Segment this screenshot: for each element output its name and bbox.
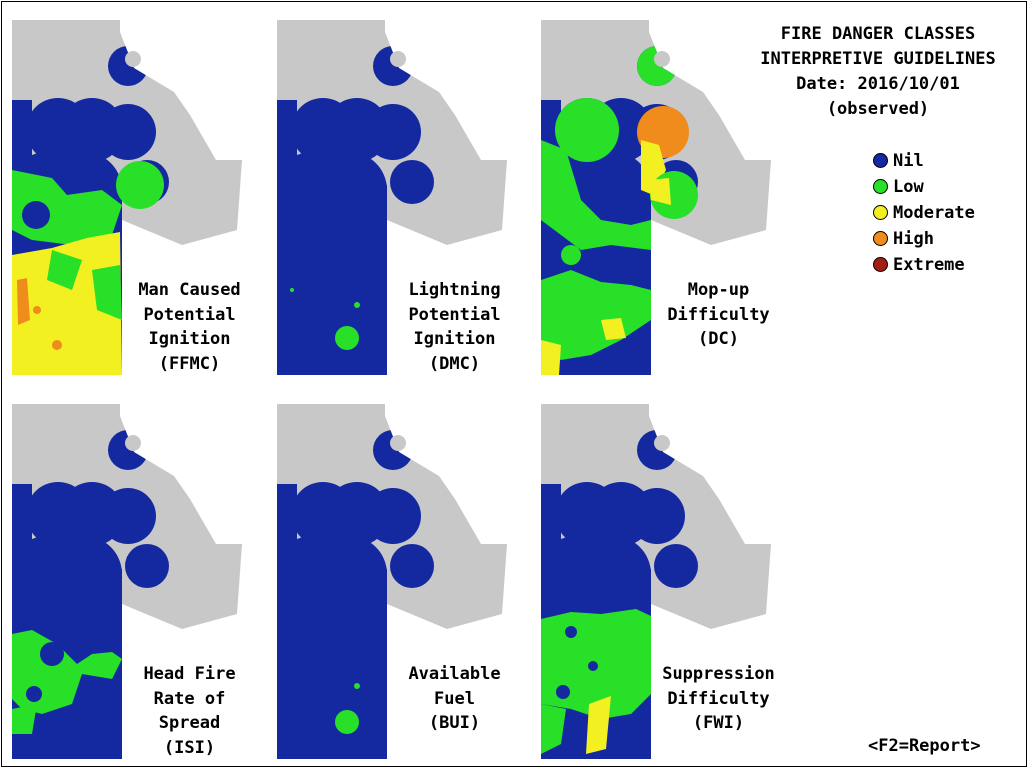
zone-high xyxy=(17,278,30,325)
danger-zones xyxy=(541,46,698,375)
zone-low xyxy=(637,46,677,86)
legend-swatch-high xyxy=(873,231,888,246)
danger-zones xyxy=(277,46,434,375)
title-line-2: INTERPRETIVE GUIDELINES xyxy=(760,49,996,69)
zone-low xyxy=(561,245,581,265)
legend-swatch-nil xyxy=(873,153,888,168)
zone-low xyxy=(354,683,360,689)
zone-low xyxy=(47,250,82,290)
zone-circle xyxy=(365,488,421,544)
report-shortcut-hint[interactable]: <F2=Report> xyxy=(868,736,981,756)
zone-circle xyxy=(637,430,677,470)
zone-circle xyxy=(125,544,169,588)
legend-item-nil: Nil xyxy=(873,148,975,174)
zone-low xyxy=(541,704,566,754)
zone-nil xyxy=(565,626,577,638)
zone-low xyxy=(12,704,37,734)
zone-nil-west xyxy=(277,484,297,604)
zone-circle xyxy=(373,46,413,86)
zone-moderate xyxy=(649,178,671,205)
danger-zones xyxy=(277,430,434,759)
legend-item-low: Low xyxy=(873,174,975,200)
province-map xyxy=(12,404,242,759)
zone-low xyxy=(335,710,359,734)
province-map xyxy=(541,404,771,759)
map-panel-dc: Mop-up Difficulty (DC) xyxy=(541,20,811,375)
legend-swatch-moderate xyxy=(873,205,888,220)
zone-high xyxy=(33,306,41,314)
zone-nil xyxy=(588,661,598,671)
legend-item-moderate: Moderate xyxy=(873,200,975,226)
zone-moderate xyxy=(601,318,626,340)
zone-moderate xyxy=(586,696,611,754)
zone-circle xyxy=(100,104,156,160)
zone-circle xyxy=(629,488,685,544)
legend-item-high: High xyxy=(873,226,975,252)
zone-low xyxy=(92,265,122,320)
map-label-fwi: Suppression Difficulty (FWI) xyxy=(662,664,775,733)
zone-circle xyxy=(654,544,698,588)
lake-notch xyxy=(125,435,141,451)
legend: Nil Low Moderate High Extreme xyxy=(873,148,975,278)
zone-nil-west xyxy=(541,484,561,604)
zone-moderate xyxy=(541,340,561,375)
map-panel-isi: Head Fire Rate of Spread (ISI) xyxy=(12,404,282,759)
zone-low xyxy=(555,98,619,162)
map-label-dc: Mop-up Difficulty (DC) xyxy=(667,280,770,349)
observed-label: (observed) xyxy=(826,99,930,119)
province-map xyxy=(541,20,771,375)
province-map xyxy=(12,20,242,375)
zone-nil xyxy=(22,201,50,229)
zone-low xyxy=(116,161,164,209)
map-label-bui: Available Fuel (BUI) xyxy=(408,664,501,733)
zone-circle xyxy=(390,160,434,204)
danger-zones xyxy=(12,46,169,375)
lake-notch xyxy=(390,51,406,67)
lake-notch xyxy=(390,435,406,451)
zone-moderate xyxy=(12,232,122,375)
zone-nil xyxy=(26,686,42,702)
zone-nil xyxy=(556,685,570,699)
lake-notch xyxy=(654,435,670,451)
zone-high xyxy=(52,340,62,350)
zone-low xyxy=(335,326,359,350)
zone-low xyxy=(354,302,360,308)
danger-zones xyxy=(541,430,698,759)
map-panel-bui: Available Fuel (BUI) xyxy=(277,404,547,759)
legend-swatch-extreme xyxy=(873,257,888,272)
zone-nil xyxy=(40,642,64,666)
legend-swatch-low xyxy=(873,179,888,194)
map-label-isi: Head Fire Rate of Spread (ISI) xyxy=(143,664,236,758)
map-panel-ffmc: Man Caused Potential Ignition (FFMC) xyxy=(12,20,282,375)
lake-notch xyxy=(125,51,141,67)
page-title: FIRE DANGER CLASSES INTERPRETIVE GUIDELI… xyxy=(728,22,1028,122)
legend-item-extreme: Extreme xyxy=(873,252,975,278)
province-map xyxy=(277,404,507,759)
province-map xyxy=(277,20,507,375)
zone-low xyxy=(290,288,294,292)
zone-low xyxy=(541,140,651,250)
lake-notch xyxy=(654,51,670,67)
map-label-dmc: Lightning Potential Ignition (DMC) xyxy=(408,280,501,374)
zone-nil-west xyxy=(277,100,297,220)
zone-circle xyxy=(100,488,156,544)
map-panel-fwi: Suppression Difficulty (FWI) xyxy=(541,404,811,759)
date-label: Date: 2016/10/01 xyxy=(796,74,960,94)
title-line-1: FIRE DANGER CLASSES xyxy=(780,24,976,44)
zone-circle xyxy=(108,430,148,470)
zone-circle xyxy=(108,46,148,86)
zone-nil-west xyxy=(12,484,32,604)
zone-circle xyxy=(390,544,434,588)
map-label-ffmc: Man Caused Potential Ignition (FFMC) xyxy=(138,280,241,374)
zone-circle xyxy=(373,430,413,470)
danger-zones xyxy=(12,430,169,759)
zone-circle xyxy=(365,104,421,160)
map-panel-dmc: Lightning Potential Ignition (DMC) xyxy=(277,20,547,375)
